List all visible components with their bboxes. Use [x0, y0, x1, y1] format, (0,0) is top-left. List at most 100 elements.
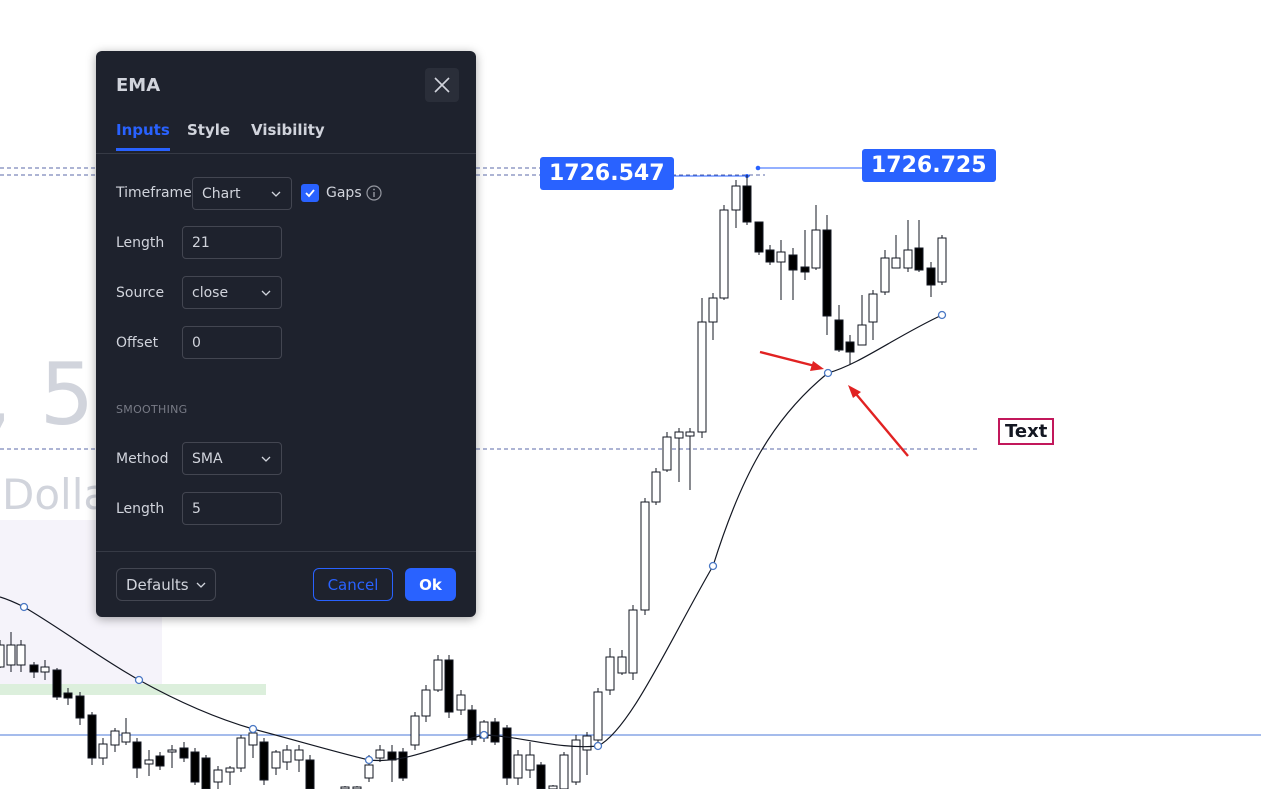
smoothing-length-input[interactable]: 5: [182, 492, 282, 525]
chevron-down-icon: [261, 456, 271, 462]
candle-body: [731, 185, 741, 211]
defaults-label: Defaults: [126, 575, 189, 594]
candle-body: [559, 754, 569, 789]
candle-body: [40, 666, 50, 673]
red-arrow-head: [848, 385, 861, 398]
candle-body: [294, 749, 304, 761]
candle-body: [857, 324, 867, 346]
candle-body: [662, 436, 672, 471]
candle-body: [742, 185, 752, 223]
smoothing-length-value: 5: [192, 500, 201, 517]
ok-button[interactable]: Ok: [405, 568, 456, 601]
candle-body: [674, 431, 684, 439]
candle-body: [456, 694, 466, 711]
candle-body: [593, 691, 603, 741]
candle-body: [398, 751, 408, 779]
method-label: Method: [116, 451, 169, 467]
candle-body: [765, 249, 775, 263]
background-watermark-text: , 5: [0, 345, 95, 445]
candle-body: [236, 737, 246, 769]
ema-anchor-points[interactable]: [19, 310, 947, 765]
candle-body: [282, 749, 292, 763]
close-button[interactable]: [425, 68, 459, 102]
defaults-button[interactable]: Defaults: [116, 568, 216, 601]
candle-body: [525, 754, 535, 771]
candle-body: [880, 257, 890, 293]
candle-body: [271, 751, 281, 769]
red-arrow-head: [810, 361, 824, 371]
candle-body: [582, 735, 592, 751]
ema-anchor-point: [937, 310, 947, 320]
ema-line[interactable]: [0, 314, 943, 762]
candle-body: [868, 293, 878, 323]
chevron-down-icon: [196, 582, 206, 588]
candle-body: [617, 656, 627, 674]
timeframe-select[interactable]: Chart: [192, 177, 292, 210]
candle-body: [75, 695, 85, 719]
price-label-left[interactable]: 1726.547: [540, 157, 674, 190]
offset-label: Offset: [116, 335, 159, 351]
source-select[interactable]: close: [182, 276, 282, 309]
candle-body: [421, 689, 431, 717]
candle-body: [926, 267, 936, 286]
ok-label: Ok: [419, 575, 442, 594]
candle-body: [444, 659, 454, 713]
tab-visibility[interactable]: Visibility: [251, 121, 325, 139]
candle-body: [190, 751, 200, 783]
gaps-checkbox[interactable]: [301, 184, 319, 202]
timeframe-value: Chart: [202, 185, 241, 202]
candle-body: [640, 501, 650, 611]
candle-body: [352, 786, 362, 789]
candle-body: [708, 297, 718, 323]
smoothing-section-title: SMOOTHING: [116, 403, 188, 416]
candle-body: [340, 786, 350, 789]
candle-body: [845, 341, 855, 353]
text-annotation[interactable]: Text: [998, 418, 1055, 445]
candle-body: [788, 254, 798, 271]
candle-body: [834, 319, 844, 351]
candle-body: [651, 471, 661, 503]
candle-body: [305, 759, 315, 789]
candle-body: [776, 251, 786, 263]
annotation-arrows[interactable]: [759, 350, 909, 457]
candle-body: [121, 732, 131, 743]
candle-body: [87, 714, 97, 759]
candlesticks: [0, 175, 947, 789]
ema-anchor-point: [134, 675, 144, 685]
chevron-down-icon: [261, 290, 271, 296]
candle-body: [490, 721, 500, 743]
price-line-anchor[interactable]: [755, 165, 761, 171]
candle-body: [167, 749, 177, 753]
tab-inputs[interactable]: Inputs: [116, 121, 170, 151]
candle-body: [63, 692, 73, 699]
method-value: SMA: [192, 450, 223, 467]
ema-anchor-point: [364, 755, 374, 765]
timeframe-label: Timeframe: [116, 185, 192, 201]
offset-input[interactable]: 0: [182, 326, 282, 359]
tab-style[interactable]: Style: [187, 121, 231, 139]
candle-body: [52, 669, 62, 698]
ema-anchor-point: [593, 741, 603, 751]
candle-body: [6, 644, 16, 666]
tab-bar: Inputs Style Visibility: [96, 113, 476, 154]
cancel-button[interactable]: Cancel: [313, 568, 393, 601]
method-select[interactable]: SMA: [182, 442, 282, 475]
indicator-settings-dialog: EMA Inputs Style Visibility Timeframe Ch…: [96, 51, 476, 617]
ema-anchor-point: [708, 561, 718, 571]
candle-body: [903, 249, 913, 269]
candle-body: [754, 221, 764, 253]
candle-body: [822, 229, 832, 317]
candle-body: [433, 659, 443, 691]
ema-anchor-point: [19, 602, 29, 612]
candle-body: [937, 237, 947, 283]
info-icon[interactable]: [366, 185, 382, 201]
candle-body: [697, 321, 707, 433]
red-arrow: [759, 350, 816, 368]
length-input[interactable]: 21: [182, 226, 282, 259]
candle-body: [144, 759, 154, 765]
gaps-label: Gaps: [326, 185, 362, 201]
candle-body: [536, 764, 546, 789]
candle-body: [248, 732, 258, 746]
price-label-right[interactable]: 1726.725: [862, 149, 996, 182]
candle-body: [891, 257, 901, 269]
